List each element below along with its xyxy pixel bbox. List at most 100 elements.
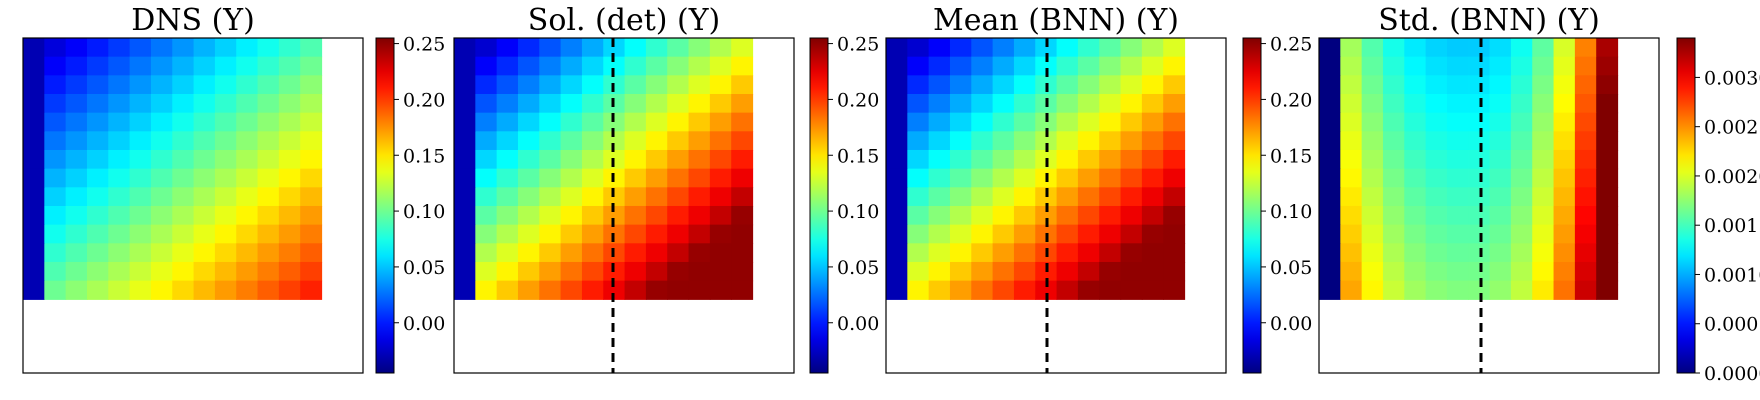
heatmap-cell [1468,261,1491,282]
heatmap-cell [1574,280,1597,300]
heatmap-cell [1163,187,1186,207]
heatmap-cell [928,187,951,207]
heatmap-cell [1553,112,1576,132]
heatmap-cell [278,261,301,282]
heatmap-cell [65,280,88,300]
heatmap-cell [1099,112,1122,132]
heatmap-cell [1489,131,1512,151]
heatmap-cell [454,112,476,132]
heatmap-cell [1468,243,1491,263]
heatmap-cell [278,224,301,244]
heatmap-cell [581,224,604,244]
heatmap-cell [1446,168,1469,188]
heatmap-cell [150,75,173,95]
heatmap-cell [1120,149,1143,170]
heatmap-cell [172,75,195,95]
heatmap-cell [1446,38,1469,58]
heatmap-cell [1532,38,1555,58]
heatmap-cell [928,243,951,263]
axes-frame [453,37,795,374]
heatmap-cell [300,75,323,95]
heatmap-cell [1425,75,1448,95]
heatmap-cell [1077,280,1100,300]
heatmap-cell [278,112,301,132]
heatmap-cell [709,56,732,76]
heatmap-cell [1035,38,1058,58]
heatmap-cell [108,38,131,58]
heatmap-cell [1141,168,1164,188]
heatmap-cell [1141,243,1164,263]
heatmap-cell [44,75,67,95]
heatmap-cell [278,243,301,263]
heatmap-cell [1077,261,1100,282]
heatmap-cell [560,205,583,226]
heatmap-cell [214,149,237,170]
heatmap-cell [475,168,498,188]
heatmap-cell [1056,205,1079,226]
heatmap-cell [1013,187,1036,207]
heatmap-cell [1574,205,1597,226]
heatmap-cell [1163,224,1186,244]
heatmap-cell [581,93,604,114]
heatmap-cell [1013,261,1036,282]
heatmap-cell [1013,131,1036,151]
heatmap-cell [1013,205,1036,226]
colorbar [375,37,395,374]
heatmap-cell [300,93,323,114]
heatmap-cell [971,75,994,95]
heatmap-cell [731,93,754,114]
heatmap-cell [1532,261,1555,282]
heatmap-cell [1468,75,1491,95]
heatmap-cell [1120,93,1143,114]
heatmap-cell [1141,93,1164,114]
heatmap-cell [539,38,562,58]
heatmap-cell [86,93,109,114]
heatmap-cell [992,261,1015,282]
heatmap-cell [1532,168,1555,188]
heatmap-cell [44,149,67,170]
heatmap-cell [949,261,972,282]
heatmap-cell [214,131,237,151]
heatmap-cell [949,205,972,226]
heatmap-cell [539,261,562,282]
heatmap-cell [688,56,711,76]
heatmap-cell [86,56,109,76]
heatmap-cell [23,205,45,226]
heatmap-cell [992,224,1015,244]
heatmap-cell [539,187,562,207]
heatmap-cell [1340,243,1363,263]
heatmap-cell [236,261,259,282]
heatmap-cell [1510,280,1533,300]
heatmap-cell [560,243,583,263]
heatmap-cell [236,56,259,76]
heatmap-cell [1574,112,1597,132]
heatmap-cell [1120,56,1143,76]
heatmap-cell [86,261,109,282]
heatmap-cell [1404,131,1427,151]
heatmap-cell [236,93,259,114]
heatmap-cell [150,56,173,76]
heatmap-cell [603,205,626,226]
heatmap-cell [645,205,668,226]
heatmap-cell [1319,93,1341,114]
heatmap-cell [496,93,519,114]
heatmap-cell [1553,168,1576,188]
heatmap-cell [86,187,109,207]
heatmap-cell [1532,75,1555,95]
heatmap-cell [1404,93,1427,114]
panel-title: Sol. (det) (Y) [528,3,720,38]
heatmap-cell [709,224,732,244]
heatmap-cell [1361,56,1384,76]
heatmap-cell [949,38,972,58]
heatmap-cell [688,93,711,114]
heatmap-cell [907,56,930,76]
heatmap-cell [667,75,690,95]
heatmap-cell [214,56,237,76]
heatmap-cell [907,149,930,170]
heatmap-cell [667,168,690,188]
heatmap-cell [581,149,604,170]
heatmap-cell [44,205,67,226]
heatmap-cell [928,168,951,188]
heatmap-cell [1446,261,1469,282]
heatmap-cell [1361,224,1384,244]
